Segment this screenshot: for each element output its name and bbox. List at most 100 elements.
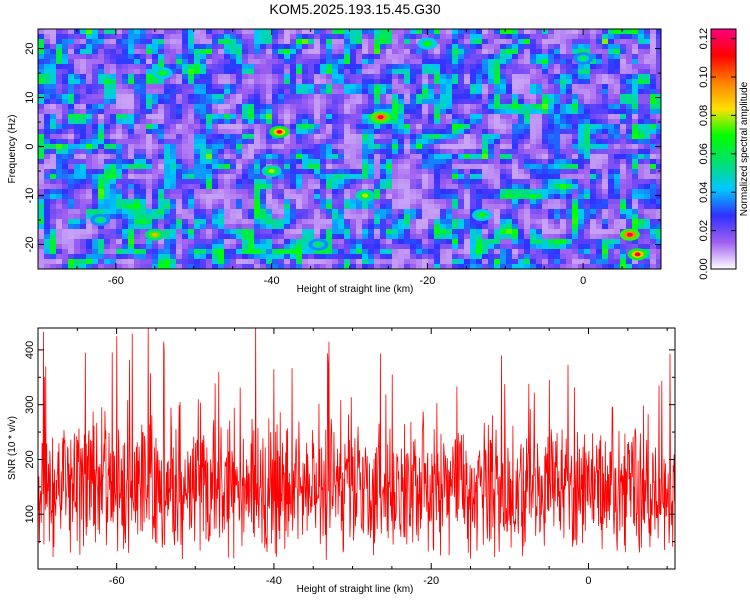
heatmap-cell — [350, 139, 357, 145]
heatmap-cell — [428, 214, 435, 220]
heatmap-cell — [224, 264, 231, 269]
heatmap-cell — [566, 174, 573, 180]
heatmap-cell — [500, 184, 507, 190]
heatmap-cell — [38, 149, 45, 155]
heatmap-cell — [572, 129, 579, 135]
heatmap-cell — [632, 109, 639, 115]
heatmap-cell — [230, 74, 237, 80]
heatmap-cell — [434, 129, 441, 135]
heatmap-cell — [242, 224, 249, 230]
heatmap-cell — [650, 149, 657, 155]
heatmap-cell — [590, 69, 597, 75]
heatmap-cell — [620, 44, 627, 50]
heatmap-cell — [212, 164, 219, 170]
heatmap-cell — [428, 59, 435, 65]
heatmap-cell — [398, 234, 405, 240]
heatmap-cell — [80, 174, 87, 180]
heatmap-cell — [656, 219, 661, 225]
heatmap-cell — [194, 74, 201, 80]
heatmap-cell — [602, 64, 609, 70]
heatmap-cell — [500, 59, 507, 65]
heatmap-cell — [242, 149, 249, 155]
heatmap-cell — [338, 229, 345, 235]
heatmap-cell — [542, 94, 549, 100]
heatmap-cell — [62, 54, 69, 60]
heatmap-cell — [332, 219, 339, 225]
heatmap-cell — [92, 204, 99, 210]
heatmap-cell — [638, 219, 645, 225]
heatmap-cell — [332, 104, 339, 110]
heatmap-cell — [230, 134, 237, 140]
heatmap-cell — [200, 259, 207, 265]
heatmap-cell — [158, 29, 165, 35]
heatmap-cell — [200, 129, 207, 135]
heatmap-cell — [260, 124, 267, 130]
heatmap-cell — [608, 254, 615, 260]
heatmap-cell — [302, 129, 309, 135]
heatmap-cell — [338, 179, 345, 185]
heatmap-cell — [206, 59, 213, 65]
heatmap-cell — [644, 104, 651, 110]
heatmap-cell — [284, 244, 291, 250]
heatmap-cell — [554, 54, 561, 60]
heatmap-cell — [272, 249, 279, 255]
heatmap-cell — [548, 149, 555, 155]
heatmap-cell — [422, 144, 429, 150]
heatmap-cell — [536, 204, 543, 210]
heatmap-cell — [422, 69, 429, 75]
heatmap-cell — [614, 189, 621, 195]
heatmap-cell — [530, 219, 537, 225]
heatmap-cell — [626, 84, 633, 90]
heatmap-cell — [176, 189, 183, 195]
heatmap-cell — [524, 189, 531, 195]
heatmap-cell — [146, 89, 153, 95]
heatmap-cell — [536, 59, 543, 65]
heatmap-cell — [230, 204, 237, 210]
heatmap-cell — [146, 149, 153, 155]
heatmap-cell — [98, 179, 105, 185]
heatmap-cell — [416, 99, 423, 105]
heatmap-cell — [176, 44, 183, 50]
heatmap-cell — [380, 134, 387, 140]
heatmap-cell — [188, 219, 195, 225]
heatmap-cell — [278, 119, 285, 125]
heatmap-cell — [392, 124, 399, 130]
heatmap-cell — [110, 189, 117, 195]
heatmap-cell — [440, 164, 447, 170]
heatmap-cell — [194, 59, 201, 65]
heatmap-cell — [284, 39, 291, 45]
heatmap-cell — [86, 184, 93, 190]
heatmap-cell — [530, 54, 537, 60]
heatmap-cell — [236, 29, 243, 35]
heatmap-cell — [194, 54, 201, 60]
heatmap-cell — [116, 54, 123, 60]
heatmap-cell — [272, 234, 279, 240]
heatmap-cell — [494, 59, 501, 65]
heatmap-cell — [434, 249, 441, 255]
heatmap-cell — [164, 54, 171, 60]
heatmap-cell — [230, 119, 237, 125]
heatmap-cell — [50, 179, 57, 185]
heatmap-cell — [464, 199, 471, 205]
heatmap-cell — [200, 99, 207, 105]
heatmap-cell — [656, 189, 661, 195]
heatmap-cell — [434, 244, 441, 250]
heatmap-cell — [632, 124, 639, 130]
heatmap-cell — [428, 244, 435, 250]
heatmap-cell — [638, 169, 645, 175]
heatmap-cell — [620, 34, 627, 40]
heatmap-cell — [608, 109, 615, 115]
heatmap-cell — [482, 154, 489, 160]
heatmap-cell — [104, 49, 111, 55]
heatmap-cell — [536, 109, 543, 115]
heatmap-cell — [320, 124, 327, 130]
heatmap-cell — [452, 219, 459, 225]
heatmap-cell — [416, 259, 423, 265]
heatmap-cell — [56, 134, 63, 140]
heatmap-cell — [656, 79, 661, 85]
heatmap-cell — [608, 189, 615, 195]
heatmap-cell — [566, 219, 573, 225]
heatmap-cell — [536, 224, 543, 230]
heatmap-cell — [104, 134, 111, 140]
heatmap-cell — [110, 44, 117, 50]
